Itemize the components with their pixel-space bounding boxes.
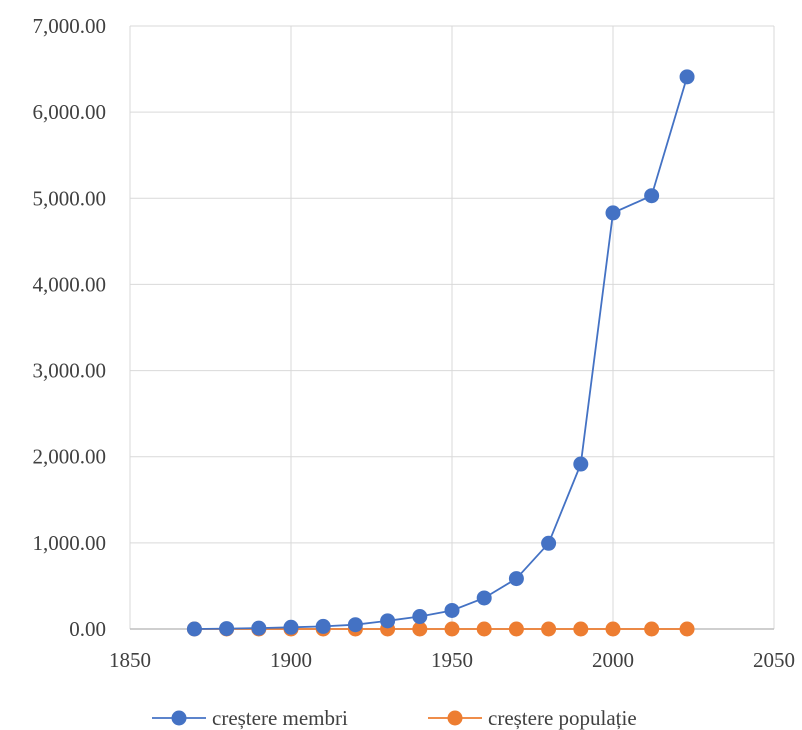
data-point (573, 456, 589, 472)
data-point (380, 613, 396, 629)
x-tick-label: 1950 (431, 648, 473, 672)
series-crestere-membri (186, 69, 695, 637)
y-tick-label: 0.00 (69, 617, 106, 641)
data-point (251, 620, 267, 636)
data-point (444, 621, 460, 637)
data-point (412, 621, 428, 637)
legend: creștere membri creștere populație (152, 706, 637, 730)
legend-label: creștere populație (488, 706, 637, 730)
data-point (347, 617, 363, 633)
gridlines (129, 25, 775, 629)
data-point (644, 621, 660, 637)
data-point (508, 571, 524, 587)
x-axis-tick-labels: 1850 1900 1950 2000 2050 (109, 648, 795, 672)
legend-item-crestere-populatie: creștere populație (428, 706, 637, 730)
data-point (186, 621, 202, 637)
data-point (219, 621, 235, 637)
data-point (679, 621, 695, 637)
legend-label: creștere membri (212, 706, 348, 730)
data-point (315, 618, 331, 634)
data-point (679, 69, 695, 85)
series-line (194, 76, 688, 630)
x-tick-label: 1850 (109, 648, 151, 672)
x-tick-label: 2050 (753, 648, 795, 672)
y-tick-label: 6,000.00 (33, 100, 107, 124)
data-point (283, 619, 299, 635)
legend-marker (171, 710, 187, 726)
y-tick-label: 4,000.00 (33, 272, 107, 296)
y-tick-label: 7,000.00 (33, 14, 107, 38)
data-point (541, 535, 557, 551)
data-point (541, 621, 557, 637)
y-tick-label: 5,000.00 (33, 186, 107, 210)
legend-item-crestere-membri: creștere membri (152, 706, 348, 730)
legend-marker (447, 710, 463, 726)
data-point (476, 590, 492, 606)
x-tick-label: 1900 (270, 648, 312, 672)
y-tick-label: 2,000.00 (33, 445, 107, 469)
y-tick-label: 3,000.00 (33, 359, 107, 383)
x-tick-label: 2000 (592, 648, 634, 672)
data-point (644, 188, 660, 204)
data-point (508, 621, 524, 637)
data-point (412, 609, 428, 625)
y-tick-label: 1,000.00 (33, 531, 107, 555)
y-axis-tick-labels: 0.00 1,000.00 2,000.00 3,000.00 4,000.00 5,00… (33, 14, 107, 641)
data-point (605, 205, 621, 221)
data-point (476, 621, 492, 637)
data-point (605, 621, 621, 637)
series-layer (186, 69, 695, 637)
data-point (444, 602, 460, 618)
data-point (573, 621, 589, 637)
